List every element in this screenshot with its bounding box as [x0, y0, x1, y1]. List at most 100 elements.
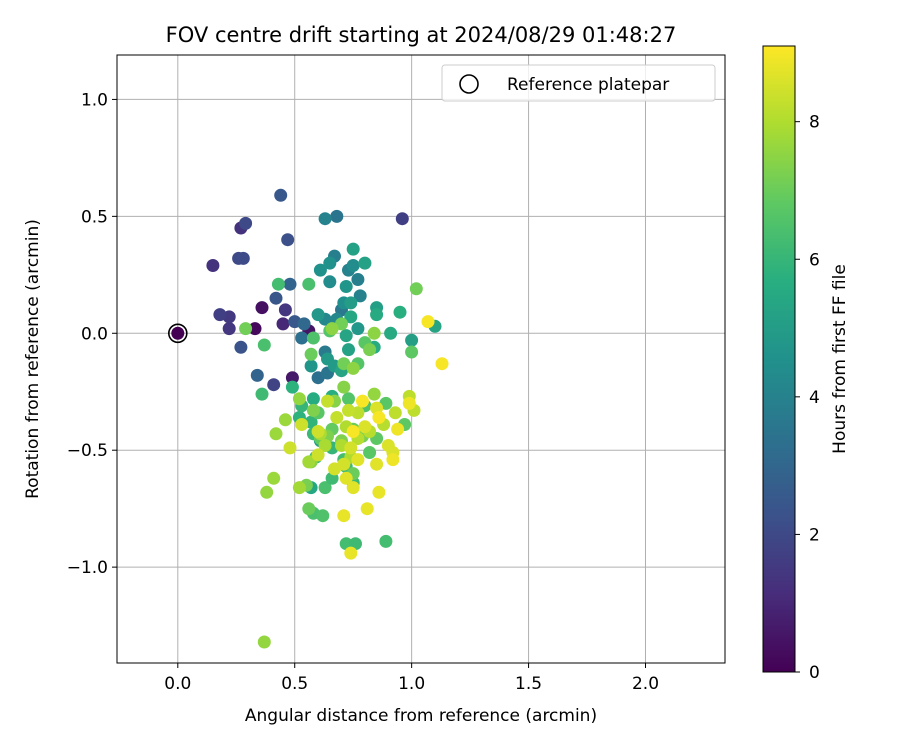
data-point: [323, 275, 337, 289]
data-point: [304, 347, 318, 361]
data-point: [344, 310, 358, 324]
y-tick-label: 0.5: [81, 207, 108, 227]
data-point: [311, 448, 325, 462]
data-point: [346, 425, 360, 438]
x-axis-title: Angular distance from reference (arcmin): [245, 706, 597, 726]
data-point: [222, 322, 236, 336]
data-point: [313, 263, 327, 277]
data-point: [281, 233, 295, 247]
data-point: [255, 301, 269, 315]
data-point: [206, 259, 220, 272]
data-point: [269, 427, 283, 441]
data-point: [353, 289, 367, 303]
data-point: [323, 256, 337, 270]
data-point: [297, 317, 311, 331]
reference-point-ring: [168, 323, 188, 344]
plot-frame: [116, 54, 726, 664]
data-point: [236, 251, 250, 265]
legend: Reference platepar: [441, 64, 716, 102]
x-tick-label: 1.0: [398, 674, 425, 694]
data-point: [283, 277, 297, 291]
data-point: [302, 455, 316, 469]
chart-title: FOV centre drift starting at 2024/08/29 …: [166, 23, 677, 47]
data-point: [306, 392, 320, 406]
y-tick-label: −1.0: [67, 558, 108, 578]
x-tick-label: 0.0: [164, 674, 191, 694]
data-point: [234, 340, 248, 354]
data-point: [302, 277, 316, 291]
data-point: [358, 256, 372, 270]
data-point: [213, 308, 227, 322]
data-point: [239, 322, 253, 336]
data-point: [239, 216, 253, 230]
data-point: [367, 387, 381, 401]
data-point: [402, 396, 416, 410]
data-point: [330, 411, 344, 424]
y-tick-label: 0.0: [81, 324, 108, 344]
y-tick-label: −0.5: [67, 441, 108, 461]
data-point: [372, 411, 386, 424]
data-point: [292, 392, 306, 406]
data-point: [367, 326, 381, 340]
colorbar-tick-label: 2: [809, 525, 820, 545]
reference-marker: [168, 323, 188, 344]
data-point: [278, 303, 292, 317]
data-point: [409, 282, 423, 296]
data-point: [318, 212, 332, 226]
data-point: [325, 322, 339, 336]
data-point: [339, 329, 353, 343]
data-point: [337, 380, 351, 394]
x-axis-ticks: 0.0 0.5 1.0 1.5 2.0: [164, 663, 659, 694]
data-point: [283, 441, 297, 455]
data-point: [295, 331, 309, 345]
colorbar-ticks: 0 2 4 6 8: [795, 113, 820, 683]
data-point: [337, 509, 351, 523]
legend-marker-icon: [459, 74, 479, 94]
data-point: [346, 259, 360, 272]
data-point: [318, 439, 332, 452]
data-point: [421, 315, 435, 329]
data-point: [346, 242, 360, 256]
data-point: [276, 317, 290, 331]
data-point: [363, 343, 377, 357]
colorbar-tick-label: 0: [809, 663, 820, 683]
data-point: [435, 357, 449, 371]
data-point: [356, 394, 369, 408]
data-point: [379, 534, 393, 548]
data-point: [250, 368, 264, 382]
y-axis-title: Rotation from reference (arcmin): [23, 219, 43, 499]
data-point: [351, 453, 365, 467]
data-point: [267, 471, 281, 485]
data-point: [267, 378, 281, 392]
data-point: [306, 403, 320, 417]
data-point: [295, 418, 309, 431]
data-point: [274, 188, 288, 202]
data-point: [351, 322, 365, 336]
data-point: [346, 481, 360, 495]
data-point: [285, 380, 299, 394]
data-point: [339, 280, 353, 293]
data-point: [405, 345, 419, 359]
data-point: [360, 502, 374, 516]
data-point: [285, 371, 299, 385]
data-point: [372, 485, 386, 499]
data-point: [271, 277, 285, 291]
data-point: [337, 457, 351, 471]
data-point: [316, 509, 330, 523]
data-point: [255, 387, 269, 401]
reference-point: [171, 326, 185, 340]
data-point: [344, 441, 358, 455]
legend-box: [441, 64, 716, 102]
data-point: [342, 392, 355, 406]
data-point: [370, 457, 384, 471]
data-point: [269, 291, 283, 305]
scatter-points: [206, 188, 449, 649]
data-point: [386, 453, 400, 467]
data-point: [278, 413, 292, 427]
data-point: [363, 446, 377, 459]
data-point: [395, 212, 409, 226]
x-tick-label: 2.0: [632, 674, 659, 694]
data-point: [311, 425, 325, 438]
